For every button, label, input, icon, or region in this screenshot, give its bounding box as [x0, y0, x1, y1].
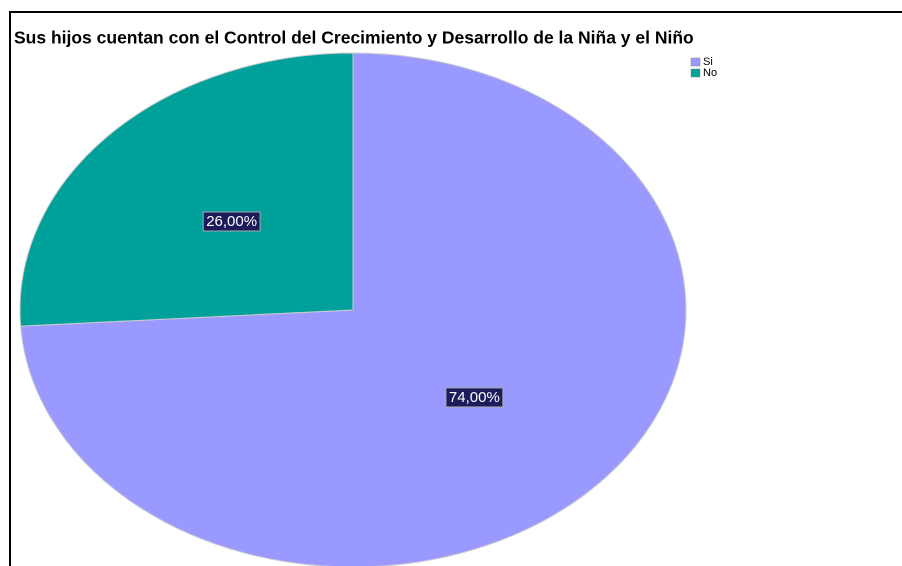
chart-title: Sus hijos cuentan con el Control del Cre…	[14, 28, 694, 48]
data-label-box	[202, 211, 261, 232]
legend-swatch	[690, 68, 701, 78]
legend-label: No	[703, 67, 717, 79]
legend-label: Si	[703, 56, 713, 68]
pie-slice	[19, 52, 354, 327]
data-label: 74,00%	[449, 389, 500, 406]
data-label: 26,00%	[206, 213, 257, 230]
data-label-box	[445, 387, 504, 408]
legend-swatch	[690, 57, 701, 67]
